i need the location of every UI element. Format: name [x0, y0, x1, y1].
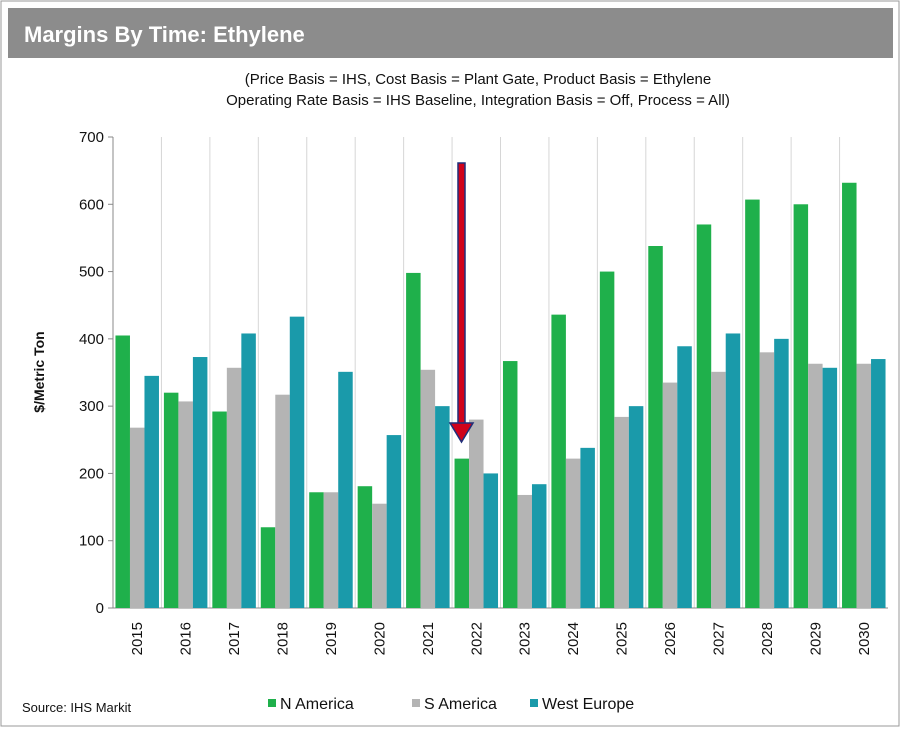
subtitle: Operating Rate Basis = IHS Baseline, Int…	[226, 92, 730, 109]
bar	[178, 401, 193, 608]
bar	[711, 371, 726, 608]
bar	[309, 492, 324, 608]
bar	[260, 527, 276, 608]
plot-area: 0 100 200 300 400 500 600 700 2015 2016 2017 2018 20…	[79, 129, 888, 713]
bar	[696, 224, 712, 608]
bar	[822, 367, 838, 608]
legend-label: S America	[424, 696, 497, 713]
bar	[662, 382, 678, 608]
bar	[517, 494, 532, 608]
y-tick-label: 100	[79, 533, 104, 550]
x-tick-label: 2016	[178, 622, 195, 655]
x-tick-label: 2022	[468, 622, 485, 655]
bar	[469, 419, 484, 608]
annotation-arrow	[448, 162, 475, 444]
legend-swatch	[530, 699, 538, 707]
bar	[420, 369, 436, 608]
bar	[745, 199, 760, 608]
bar	[580, 447, 595, 608]
bar	[628, 406, 644, 608]
y-tick-label: 0	[96, 600, 104, 617]
legend-label: West Europe	[542, 696, 634, 713]
bar	[648, 246, 663, 608]
bar	[454, 458, 470, 608]
x-tick-label: 2018	[275, 622, 292, 655]
bar	[115, 335, 130, 608]
bar	[856, 363, 872, 608]
bar	[226, 367, 242, 608]
bar	[531, 484, 547, 608]
bar	[871, 359, 886, 608]
y-axis-label: $/Metric Ton	[31, 331, 47, 412]
bar	[144, 375, 159, 608]
legend-swatch	[412, 699, 420, 707]
bar	[793, 204, 809, 609]
y-tick-label: 200	[79, 465, 104, 482]
subtitle: (Price Basis = IHS, Cost Basis = Plant G…	[245, 71, 711, 88]
legend-label: N America	[280, 696, 354, 713]
y-tick-label: 500	[79, 264, 104, 281]
bar	[275, 394, 290, 608]
x-tick-label: 2021	[420, 622, 437, 655]
bar	[406, 272, 421, 608]
bar	[129, 427, 145, 608]
x-tick-label: 2027	[710, 622, 727, 655]
source: Source: IHS Markit	[22, 700, 131, 715]
bar	[357, 486, 373, 608]
x-tick-label: 2026	[662, 622, 679, 655]
bar	[192, 357, 208, 608]
bar	[599, 271, 615, 608]
x-tick-label: 2028	[759, 622, 776, 655]
bar	[163, 392, 179, 608]
y-tick-label: 600	[79, 196, 104, 213]
bar	[323, 492, 339, 608]
bar	[842, 182, 857, 609]
bar	[289, 316, 305, 608]
x-tick-label: 2017	[226, 622, 243, 655]
x-tick-label: 2019	[323, 622, 340, 655]
x-tick-label: 2024	[565, 622, 582, 655]
bar	[614, 416, 629, 608]
y-tick-label: 400	[79, 331, 104, 348]
bar	[338, 371, 353, 608]
header-bar	[8, 8, 893, 58]
bar	[551, 314, 566, 608]
bar	[483, 473, 499, 608]
bar	[435, 406, 450, 608]
bar	[677, 346, 692, 608]
bar	[565, 458, 581, 608]
chart-title: Margins By Time: Ethylene	[24, 22, 305, 47]
x-tick-label: 2015	[129, 622, 146, 655]
y-tick-label: 300	[79, 398, 104, 415]
x-tick-label: 2020	[371, 622, 388, 655]
bar	[808, 363, 823, 608]
y-tick-label: 700	[79, 129, 104, 146]
bar	[386, 435, 402, 608]
bar	[774, 338, 789, 608]
bar	[725, 333, 741, 608]
bar	[759, 352, 775, 608]
x-tick-label: 2030	[856, 622, 873, 655]
x-tick-label: 2023	[517, 622, 534, 655]
x-tick-label: 2029	[807, 622, 824, 655]
bar	[241, 333, 256, 608]
x-tick-label: 2025	[614, 622, 631, 655]
bar	[372, 503, 387, 608]
bar	[212, 411, 227, 608]
legend-swatch	[268, 699, 276, 707]
bar	[502, 361, 518, 608]
